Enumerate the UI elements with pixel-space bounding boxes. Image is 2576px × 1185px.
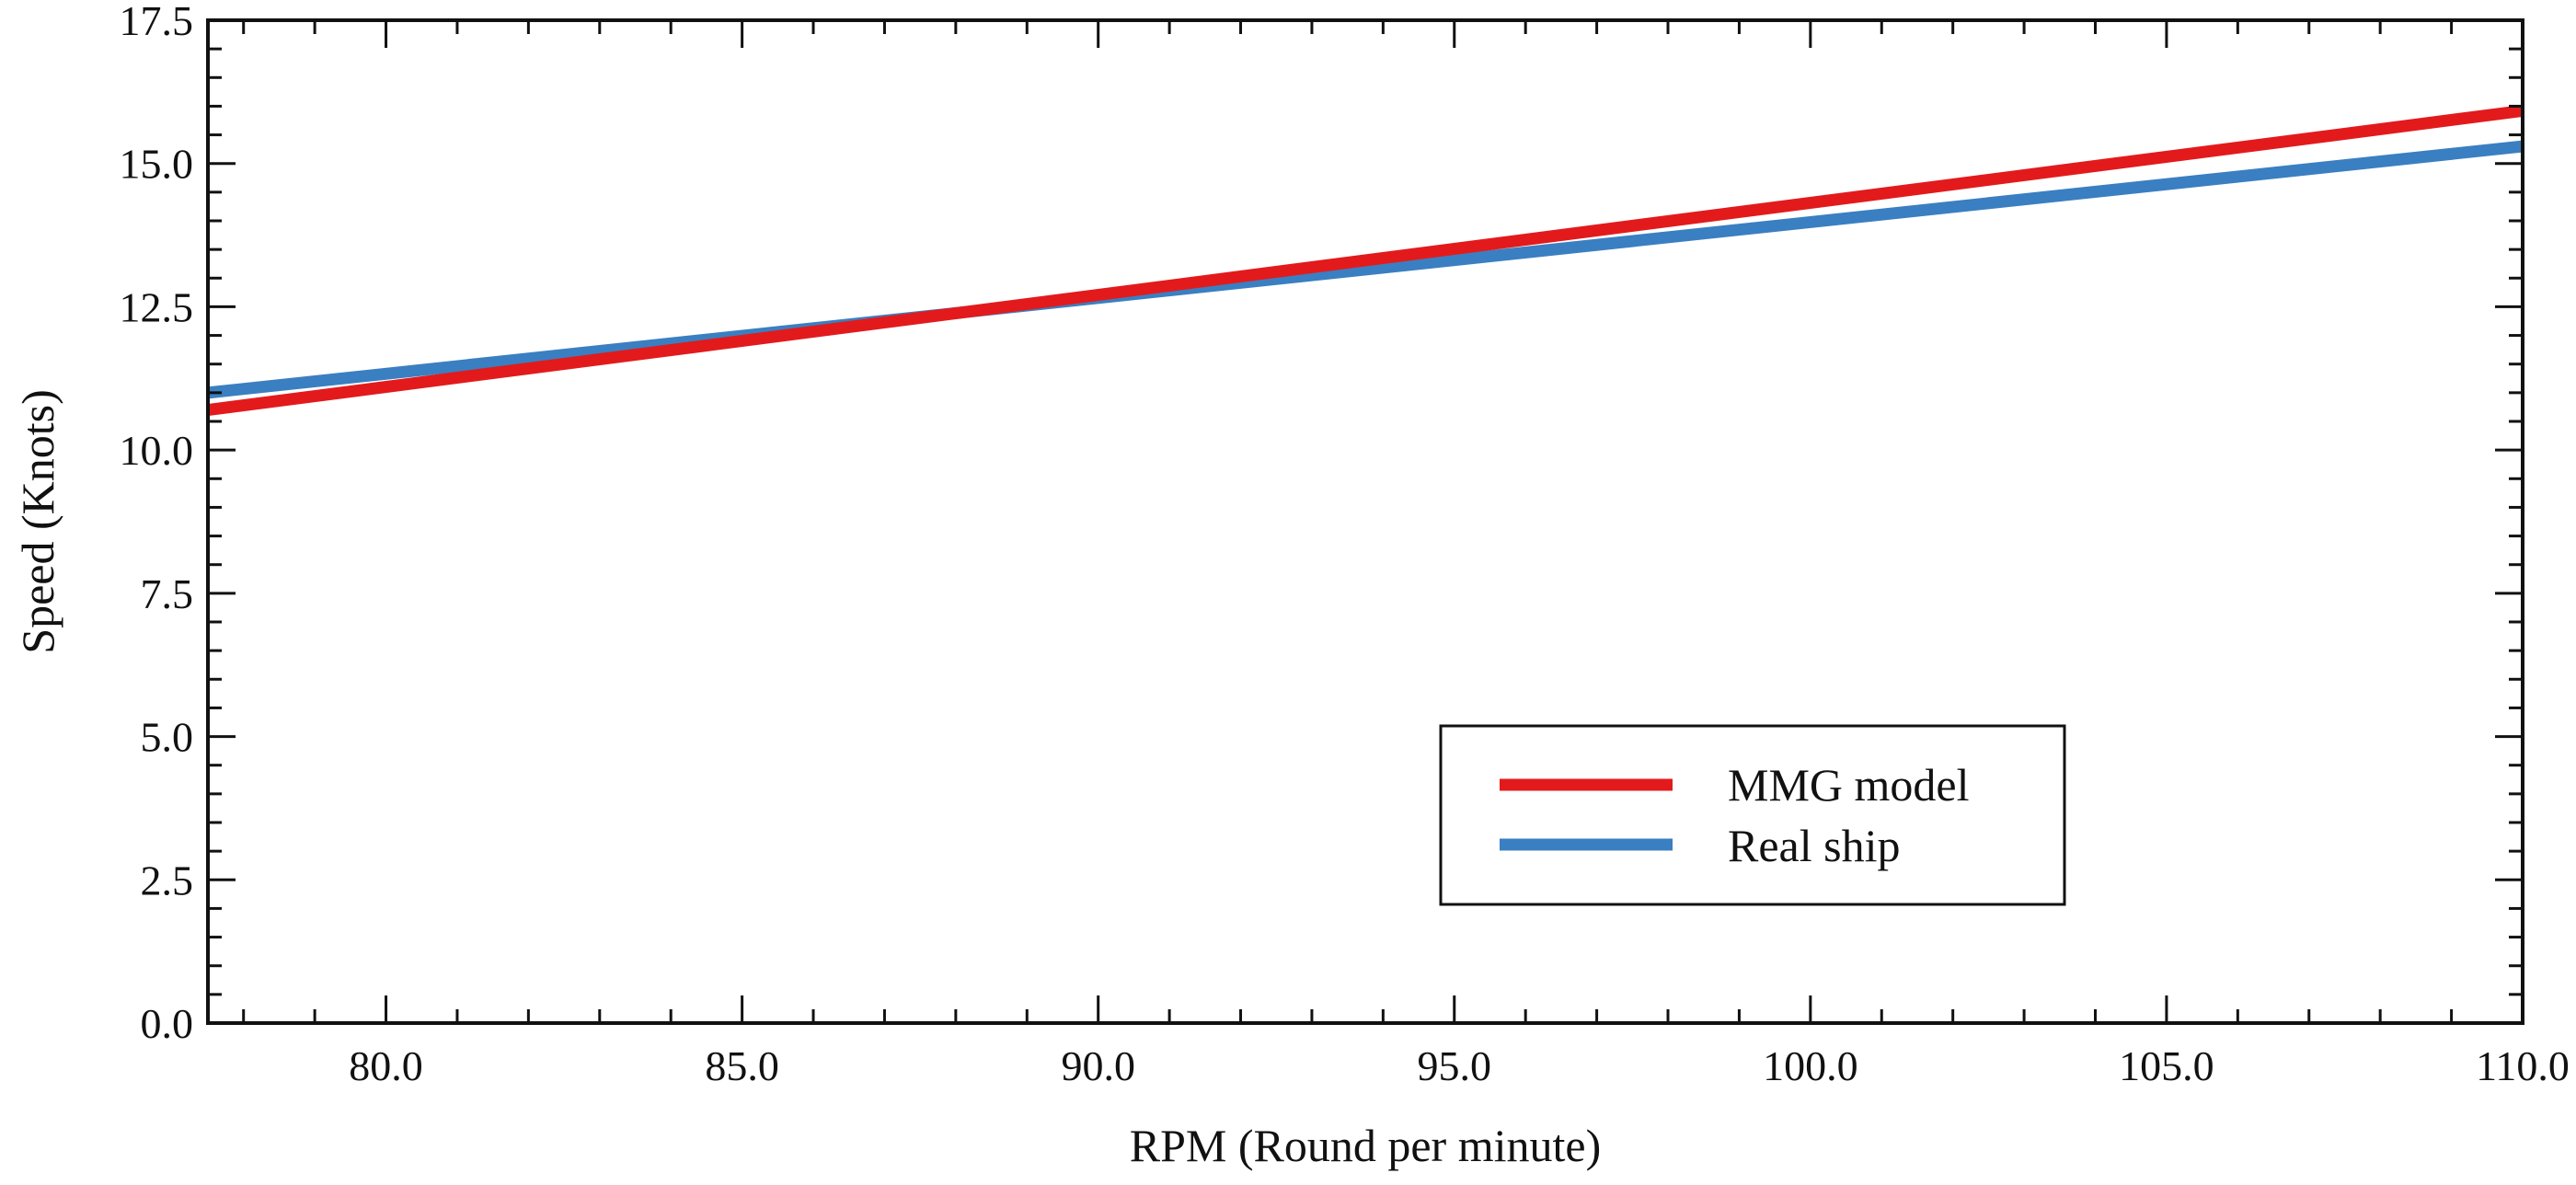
x-tick-label: 110.0: [2476, 1042, 2570, 1089]
x-tick-label: 105.0: [2119, 1042, 2214, 1089]
x-tick-label: 90.0: [1061, 1042, 1135, 1089]
x-tick-label: 80.0: [349, 1042, 423, 1089]
x-tick-label: 100.0: [1763, 1042, 1858, 1089]
x-tick-label: 85.0: [705, 1042, 779, 1089]
y-tick-label: 17.5: [120, 0, 194, 44]
y-tick-label: 0.0: [141, 1000, 194, 1047]
legend: MMG model Real ship: [1439, 724, 2066, 906]
series-line-mmg-model: [207, 104, 2524, 416]
plot-frame: [206, 18, 2524, 1025]
y-tick-label: 10.0: [120, 427, 194, 474]
series-line-real-ship: [207, 140, 2524, 399]
legend-label-real-ship: Real ship: [1728, 820, 1900, 871]
y-tick-label: 5.0: [141, 714, 194, 761]
y-tick-label: 7.5: [141, 570, 194, 617]
series-layer: [207, 104, 2524, 416]
ticks-layer: 80.0 85.0 90.0 95.0 100.0 105.0 110.0 0.0 2.5 5.0…: [120, 0, 2570, 1089]
y-axis-title: Speed (Knots): [12, 389, 63, 653]
x-tick-label: 95.0: [1418, 1042, 1492, 1089]
y-tick-label: 12.5: [120, 283, 194, 330]
x-axis-title: RPM (Round per minute): [1130, 1120, 1601, 1171]
legend-box: [1439, 724, 2066, 906]
y-tick-label: 15.0: [120, 141, 194, 188]
legend-label-mmg-model: MMG model: [1728, 759, 1970, 811]
y-tick-label: 2.5: [141, 857, 194, 903]
